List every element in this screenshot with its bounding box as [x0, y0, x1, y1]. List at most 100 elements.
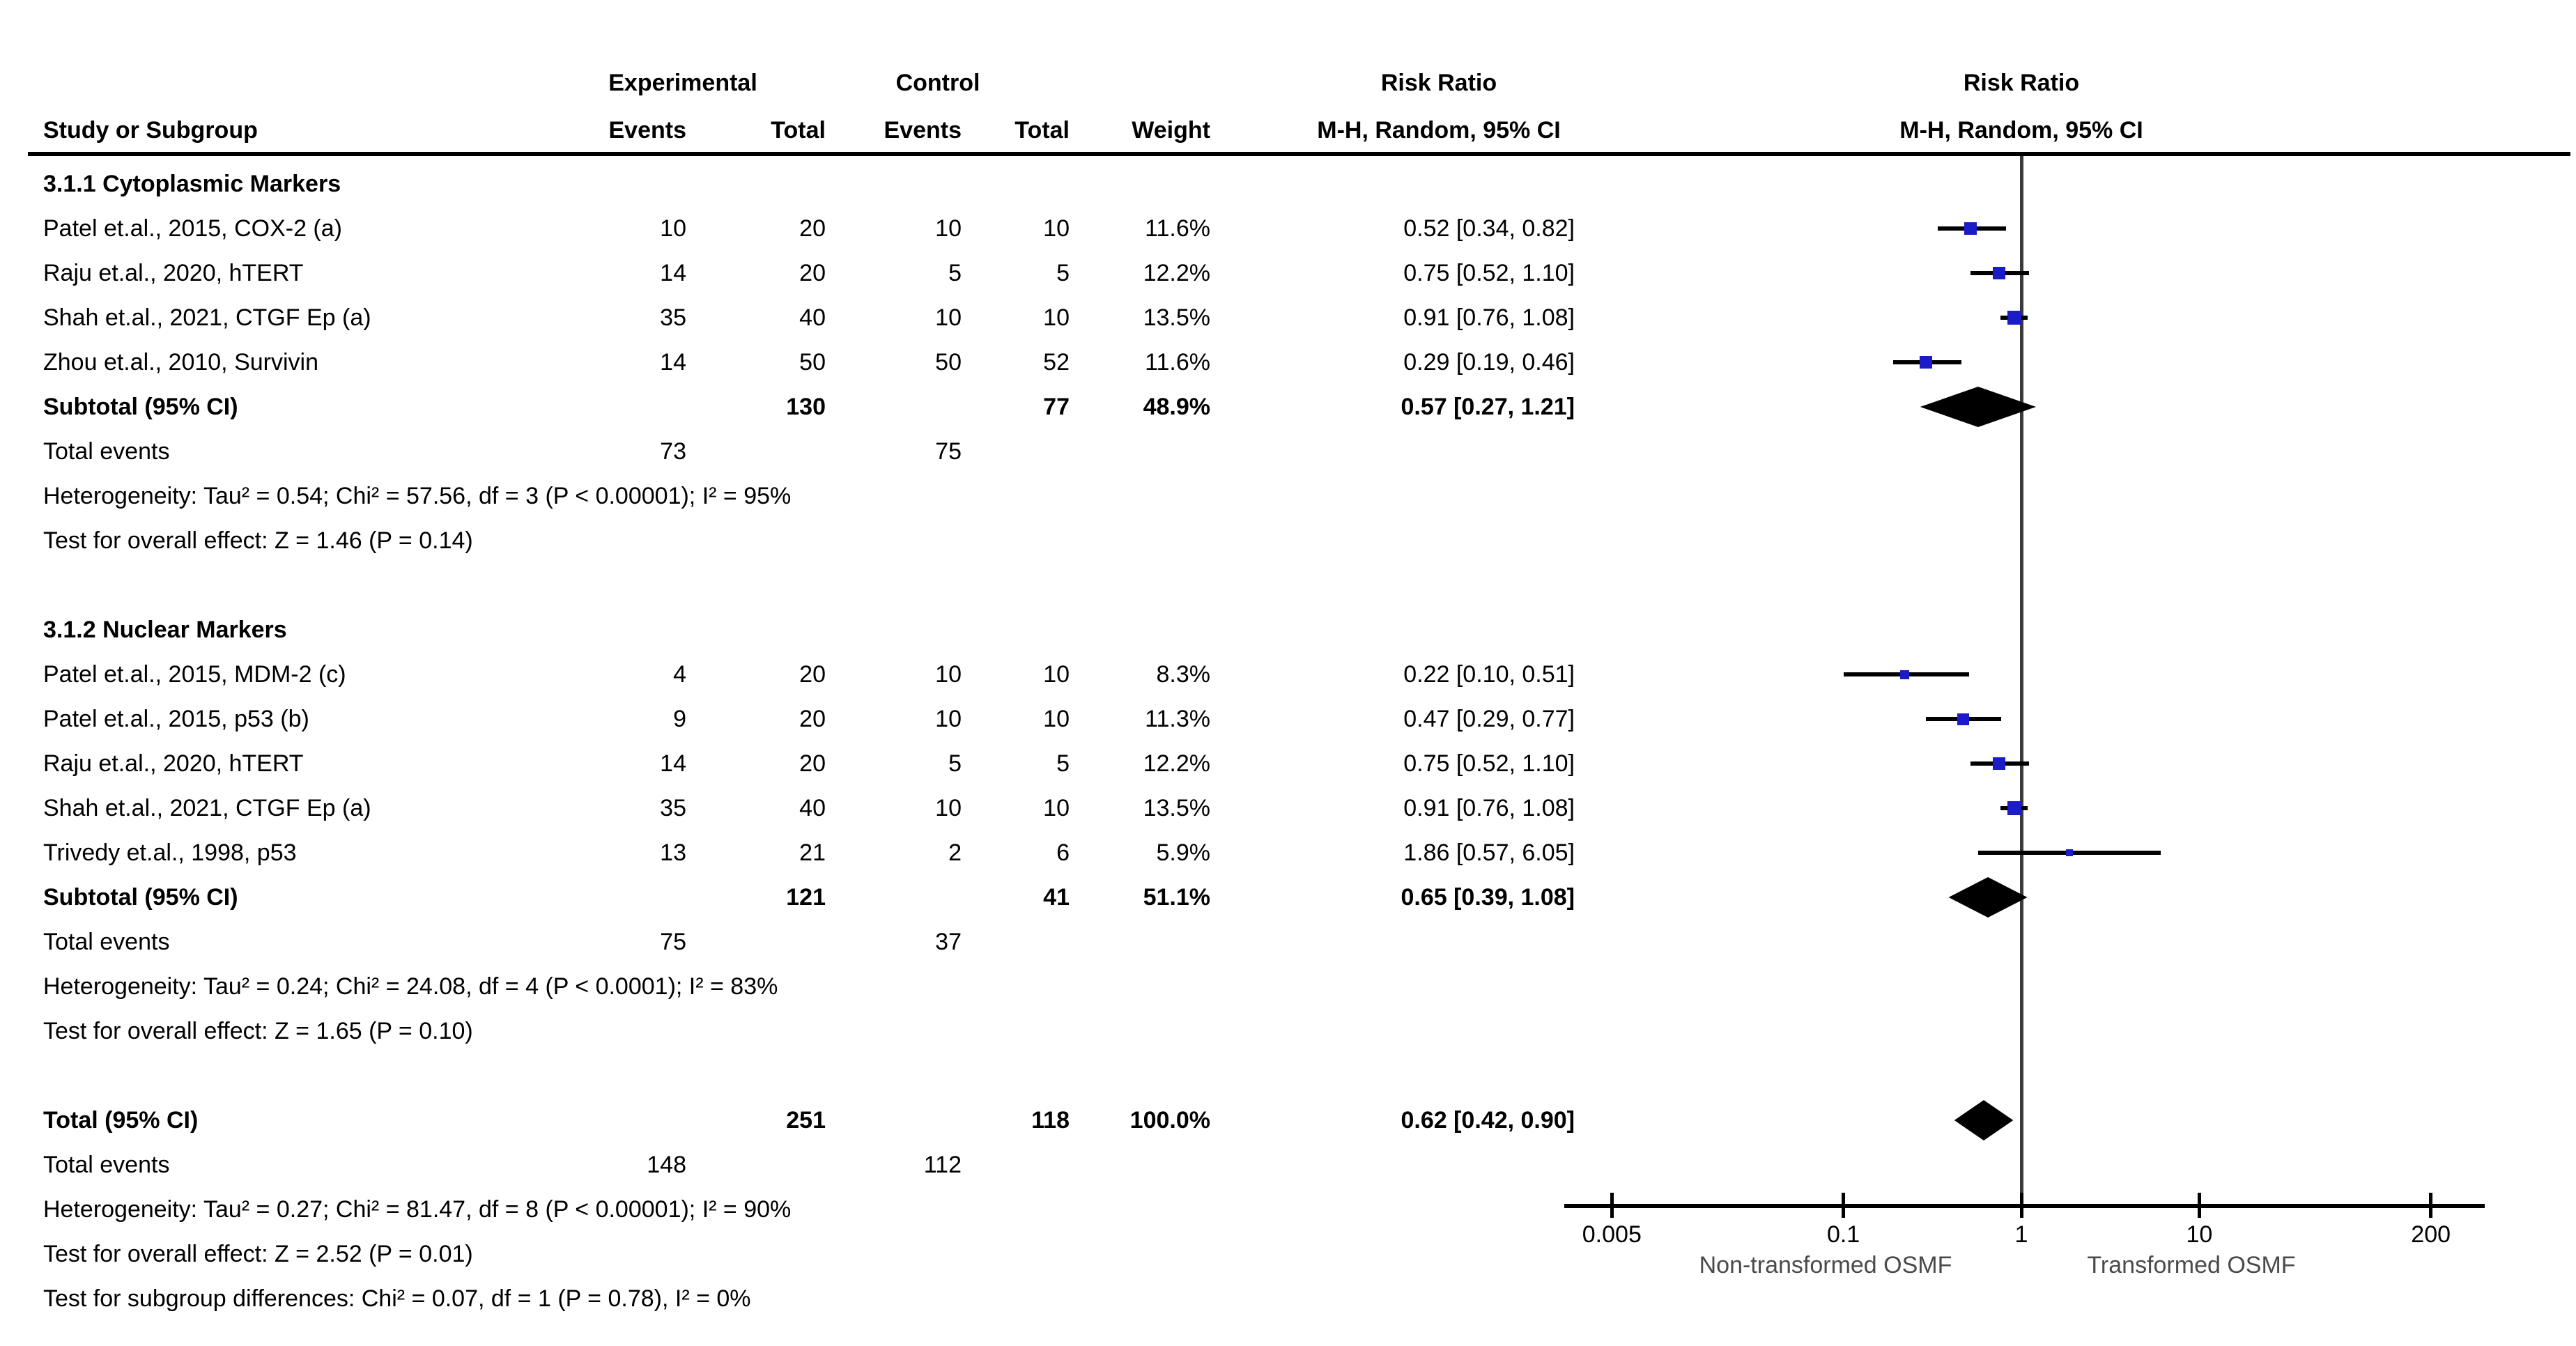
total-events-ctl: 37 [935, 929, 962, 955]
weight-value: 48.9% [1143, 394, 1210, 420]
statistics-note: Test for overall effect: Z = 2.52 (P = 0… [43, 1241, 473, 1267]
table-row: Heterogeneity: Tau² = 0.24; Chi² = 24.08… [28, 964, 1603, 1009]
table-row: Patel et.al., 2015, COX-2 (a) 10 20 10 10 11.… [28, 206, 1603, 251]
ci-line [1843, 672, 1970, 676]
statistics-note: Test for overall effect: Z = 1.46 (P = 0… [43, 527, 473, 554]
ctl-total-value: 52 [1043, 349, 1070, 376]
table-row: Heterogeneity: Tau² = 0.54; Chi² = 57.56… [28, 474, 1603, 518]
table-row: Patel et.al., 2015, p53 (b) 9 20 10 10 11.3% 0… [28, 697, 1603, 741]
table-row: 3.1.2 Nuclear Markers [28, 608, 1603, 652]
exp-total-value: 251 [786, 1107, 826, 1134]
axis-caption-right: Transformed OSMF [2087, 1252, 2296, 1278]
total-events-label: Total events [43, 1152, 170, 1178]
weight-value: 5.9% [1156, 840, 1211, 866]
events2-column-header: Events [884, 117, 962, 144]
weight-value: 13.5% [1143, 304, 1210, 331]
risk-ratio-ci-text: 0.62 [0.42, 0.90] [1401, 1107, 1575, 1134]
statistics-note: Test for subgroup differences: Chi² = 0.… [43, 1285, 751, 1312]
table-row: Subtotal (95% CI) 130 77 48.9% 0.57 [0.27, 1… [28, 385, 1603, 429]
study-column-header: Study or Subgroup [43, 117, 258, 144]
risk-ratio-ci-text: 0.91 [0.76, 1.08] [1403, 795, 1575, 821]
exp-events-value: 14 [660, 750, 686, 777]
total-events-label: Total events [43, 438, 170, 465]
table-row: Patel et.al., 2015, MDM-2 (c) 4 20 10 10 8.3%… [28, 652, 1603, 697]
exp-events-value: 13 [660, 840, 686, 866]
header-divider-rule [28, 152, 2570, 156]
exp-events-value: 35 [660, 304, 686, 331]
weight-value: 8.3% [1156, 661, 1211, 688]
risk-ratio-ci-text: 0.91 [0.76, 1.08] [1403, 304, 1575, 331]
ci-line [1925, 717, 2001, 721]
total-events-exp: 148 [647, 1152, 686, 1178]
ctl-total-value: 10 [1043, 795, 1070, 821]
exp-total-value: 40 [799, 304, 826, 331]
mh-ci-header-left: M-H, Random, 95% CI [1317, 117, 1561, 144]
study-label: Shah et.al., 2021, CTGF Ep (a) [43, 795, 371, 821]
ctl-events-value: 2 [948, 840, 962, 866]
x-axis-line [1564, 1204, 2485, 1208]
total-events-exp: 73 [660, 438, 686, 465]
weight-value: 11.3% [1145, 706, 1210, 732]
risk-ratio-ci-text: 0.29 [0.19, 0.46] [1403, 349, 1575, 376]
statistics-note: Heterogeneity: Tau² = 0.24; Chi² = 24.08… [43, 973, 778, 1000]
ctl-events-value: 5 [948, 750, 962, 777]
ctl-total-value: 6 [1056, 840, 1070, 866]
ctl-total-value: 5 [1056, 260, 1070, 286]
table-row: Shah et.al., 2021, CTGF Ep (a) 35 40 10 10 13… [28, 786, 1603, 830]
exp-total-value: 21 [799, 840, 826, 866]
ctl-total-value: 10 [1043, 304, 1070, 331]
ctl-events-value: 10 [935, 215, 962, 242]
table-row: Test for subgroup differences: Chi² = 0.… [28, 1276, 1603, 1321]
risk-ratio-ci-text: 0.75 [0.52, 1.10] [1403, 260, 1575, 286]
weight-value: 100.0% [1129, 1107, 1210, 1134]
table-row: 3.1.1 Cytoplasmic Markers [28, 162, 1603, 206]
ctl-events-value: 50 [935, 349, 962, 376]
axis-tick [1842, 1193, 1846, 1218]
weight-value: 11.6% [1145, 349, 1210, 376]
table-row: Subtotal (95% CI) 121 41 51.1% 0.65 [0.39, 1… [28, 875, 1603, 920]
table-row: Total events 75 37 [28, 920, 1603, 964]
forest-table: 3.1.1 Cytoplasmic Markers Patel et.al., 2… [28, 162, 1603, 1321]
table-row: Test for overall effect: Z = 2.52 (P = 0… [28, 1232, 1603, 1276]
exp-total-value: 121 [786, 884, 826, 911]
total-events-ctl: 112 [923, 1152, 962, 1178]
table-row: Raju et.al., 2020, hTERT 14 20 5 5 12.2% 0.75 … [28, 741, 1603, 786]
study-label: Raju et.al., 2020, hTERT [43, 260, 304, 286]
subgroup-title: 3.1.1 Cytoplasmic Markers [43, 171, 341, 197]
exp-events-value: 14 [660, 349, 686, 376]
ctl-total-value: 10 [1043, 706, 1070, 732]
ci-line [2000, 316, 2028, 320]
table-row: Zhou et.al., 2010, Survivin 14 50 50 52 11.6%… [28, 340, 1603, 385]
axis-tick [2019, 1193, 2023, 1218]
exp-events-value: 35 [660, 795, 686, 821]
weight-column-header: Weight [1132, 117, 1210, 144]
exp-events-value: 9 [673, 706, 686, 732]
risk-ratio-header-right: Risk Ratio [1963, 70, 2080, 96]
axis-tick-label: 0.1 [1826, 1221, 1860, 1248]
total2-column-header: Total [1015, 117, 1070, 144]
pooled-label: Subtotal (95% CI) [43, 884, 238, 911]
pooled-label: Subtotal (95% CI) [43, 394, 238, 420]
table-row [28, 1053, 1603, 1098]
subgroup-title: 3.1.2 Nuclear Markers [43, 617, 287, 643]
table-row: Test for overall effect: Z = 1.65 (P = 0… [28, 1009, 1603, 1053]
risk-ratio-ci-text: 0.75 [0.52, 1.10] [1403, 750, 1575, 777]
statistics-note: Heterogeneity: Tau² = 0.54; Chi² = 57.56… [43, 483, 792, 509]
ci-line [1938, 226, 2006, 231]
effect-square [1993, 267, 2006, 279]
ctl-total-value: 77 [1043, 394, 1070, 420]
table-row: Total events 148 112 [28, 1143, 1603, 1187]
exp-total-value: 20 [799, 260, 826, 286]
study-label: Patel et.al., 2015, COX-2 (a) [43, 215, 342, 242]
table-row: Heterogeneity: Tau² = 0.27; Chi² = 81.47… [28, 1187, 1603, 1232]
total-events-label: Total events [43, 929, 170, 955]
ctl-total-value: 10 [1043, 661, 1070, 688]
effect-square [1964, 222, 1977, 235]
risk-ratio-ci-text: 0.57 [0.27, 1.21] [1401, 394, 1575, 420]
ctl-total-value: 10 [1043, 215, 1070, 242]
ci-line [1977, 851, 2161, 855]
weight-value: 51.1% [1143, 884, 1210, 911]
total-diamond [1954, 1100, 2014, 1140]
axis-tick-label: 10 [2186, 1221, 2213, 1248]
ctl-total-value: 41 [1043, 884, 1070, 911]
